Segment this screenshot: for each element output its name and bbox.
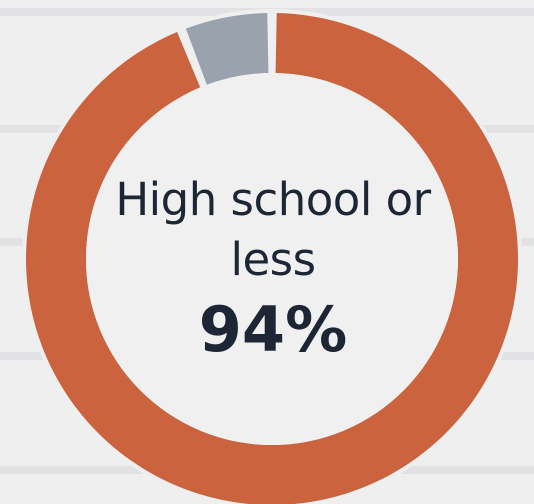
category-label: High school or less [115,173,431,286]
donut-hole [86,73,458,445]
donut-center-label: High school or less 94% [87,170,459,368]
percent-value: 94% [198,293,348,366]
pie-slice-other [185,13,269,85]
